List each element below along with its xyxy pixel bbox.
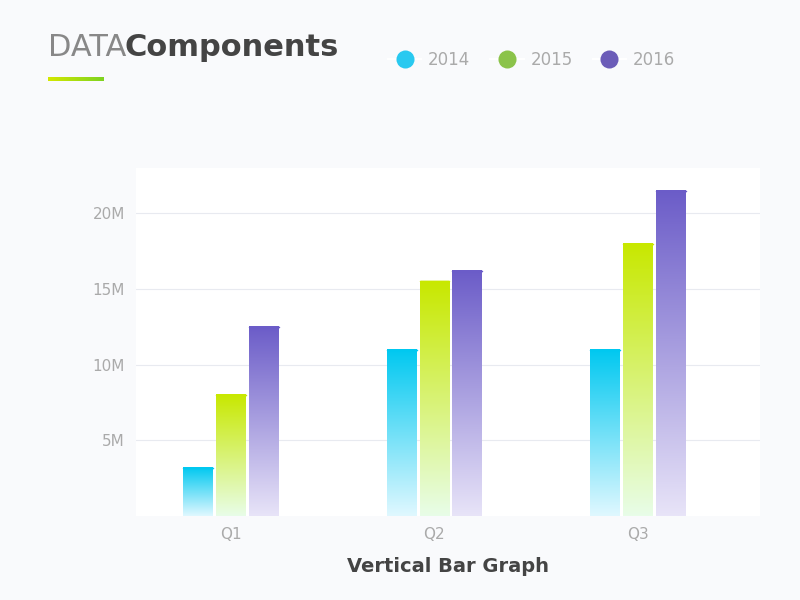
Legend: 2014, 2015, 2016: 2014, 2015, 2016: [382, 44, 682, 76]
Text: Vertical Bar Graph: Vertical Bar Graph: [347, 557, 549, 576]
Text: DATA: DATA: [48, 33, 136, 62]
Text: Components: Components: [124, 33, 338, 62]
